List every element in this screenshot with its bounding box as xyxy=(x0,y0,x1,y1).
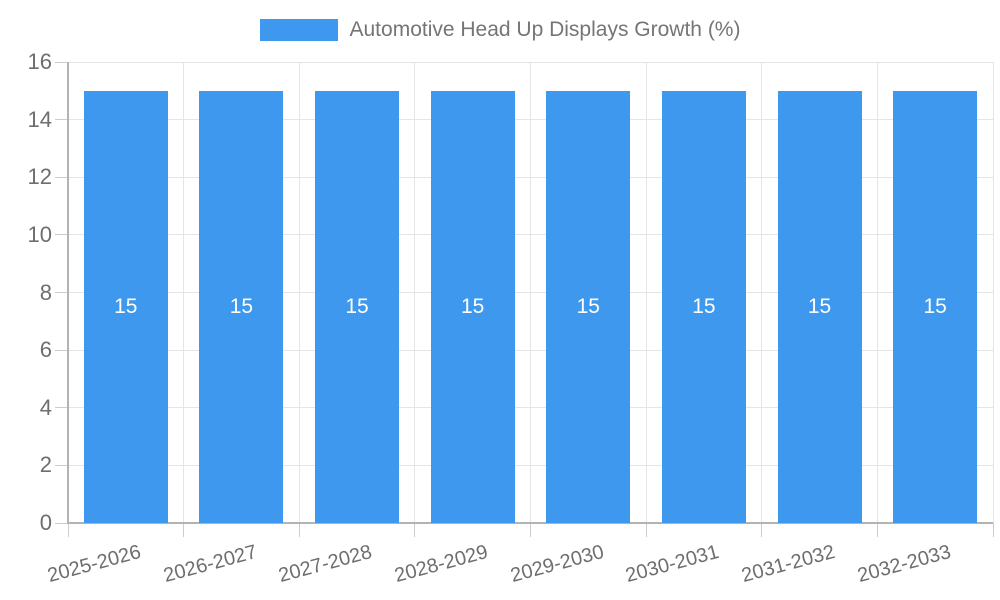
bar-value-label: 15 xyxy=(345,294,369,318)
x-tick-label: 2026-2027 xyxy=(161,541,260,588)
y-tick-mark xyxy=(55,407,68,409)
bar-value-label: 15 xyxy=(807,294,832,318)
y-tick-label: 4 xyxy=(39,394,52,420)
x-tick-mark xyxy=(645,523,647,537)
bar[interactable]: 15 xyxy=(315,90,400,523)
bar-value-label: 15 xyxy=(576,294,600,318)
x-tick-mark xyxy=(183,523,185,537)
legend-color-swatch-icon xyxy=(259,19,338,41)
bar[interactable]: 15 xyxy=(199,90,284,523)
y-tick-mark xyxy=(55,234,68,236)
bar-value-label: 15 xyxy=(114,294,138,318)
y-tick-mark xyxy=(55,292,68,293)
x-grid-line xyxy=(992,62,994,523)
x-tick-mark xyxy=(876,523,878,537)
y-tick-label: 12 xyxy=(27,164,52,190)
y-tick-label: 14 xyxy=(27,106,52,132)
x-tick-label: 2030-2031 xyxy=(623,541,722,588)
x-tick-mark xyxy=(298,523,300,537)
y-tick-label: 8 xyxy=(39,279,52,305)
x-tick-mark xyxy=(992,523,994,537)
bar[interactable]: 15 xyxy=(430,90,515,523)
y-tick-mark xyxy=(55,119,68,121)
bar[interactable]: 15 xyxy=(661,90,746,523)
x-tick-label: 2028-2029 xyxy=(392,541,491,588)
x-grid-line xyxy=(530,62,531,523)
bar-value-label: 15 xyxy=(229,294,254,318)
bar[interactable]: 15 xyxy=(546,90,631,523)
x-tick-mark xyxy=(761,523,763,537)
legend-label: Automotive Head Up Displays Growth (%) xyxy=(349,18,741,41)
x-grid-line xyxy=(183,62,185,523)
x-tick-label: 2027-2028 xyxy=(276,541,375,588)
x-tick-mark xyxy=(414,523,416,537)
x-grid-line xyxy=(414,62,416,523)
bar-value-label: 15 xyxy=(461,294,485,318)
x-tick-label: 2031-2032 xyxy=(739,541,838,588)
y-tick-mark xyxy=(55,176,68,178)
x-tick-mark xyxy=(530,523,531,537)
y-tick-label: 10 xyxy=(27,221,52,247)
x-grid-line xyxy=(298,62,300,523)
bar-value-label: 15 xyxy=(692,294,716,318)
legend-item[interactable]: Automotive Head Up Displays Growth (%) xyxy=(259,18,741,42)
y-tick-mark xyxy=(55,464,68,466)
x-grid-line xyxy=(761,62,763,523)
y-tick-label: 0 xyxy=(39,510,52,535)
x-grid-line xyxy=(645,62,647,523)
y-tick-mark xyxy=(55,522,68,524)
x-grid-line xyxy=(876,62,878,523)
y-tick-label: 6 xyxy=(39,337,52,363)
y-tick-label: 2 xyxy=(39,452,52,478)
chart-legend: Automotive Head Up Displays Growth (%) xyxy=(0,18,1000,42)
y-tick-label: 16 xyxy=(27,49,52,74)
x-axis-line xyxy=(67,522,993,524)
y-axis-line xyxy=(67,62,69,524)
bar-value-label: 15 xyxy=(923,294,947,318)
x-tick-mark xyxy=(67,523,69,537)
x-tick-label: 2032-2033 xyxy=(854,541,953,588)
bar[interactable]: 15 xyxy=(83,90,168,523)
bar[interactable]: 15 xyxy=(777,90,862,523)
x-tick-label: 2025-2026 xyxy=(45,541,144,588)
x-tick-label: 2029-2030 xyxy=(507,541,607,588)
bar[interactable]: 15 xyxy=(893,90,978,523)
y-tick-mark xyxy=(55,61,68,63)
y-tick-mark xyxy=(55,349,68,351)
